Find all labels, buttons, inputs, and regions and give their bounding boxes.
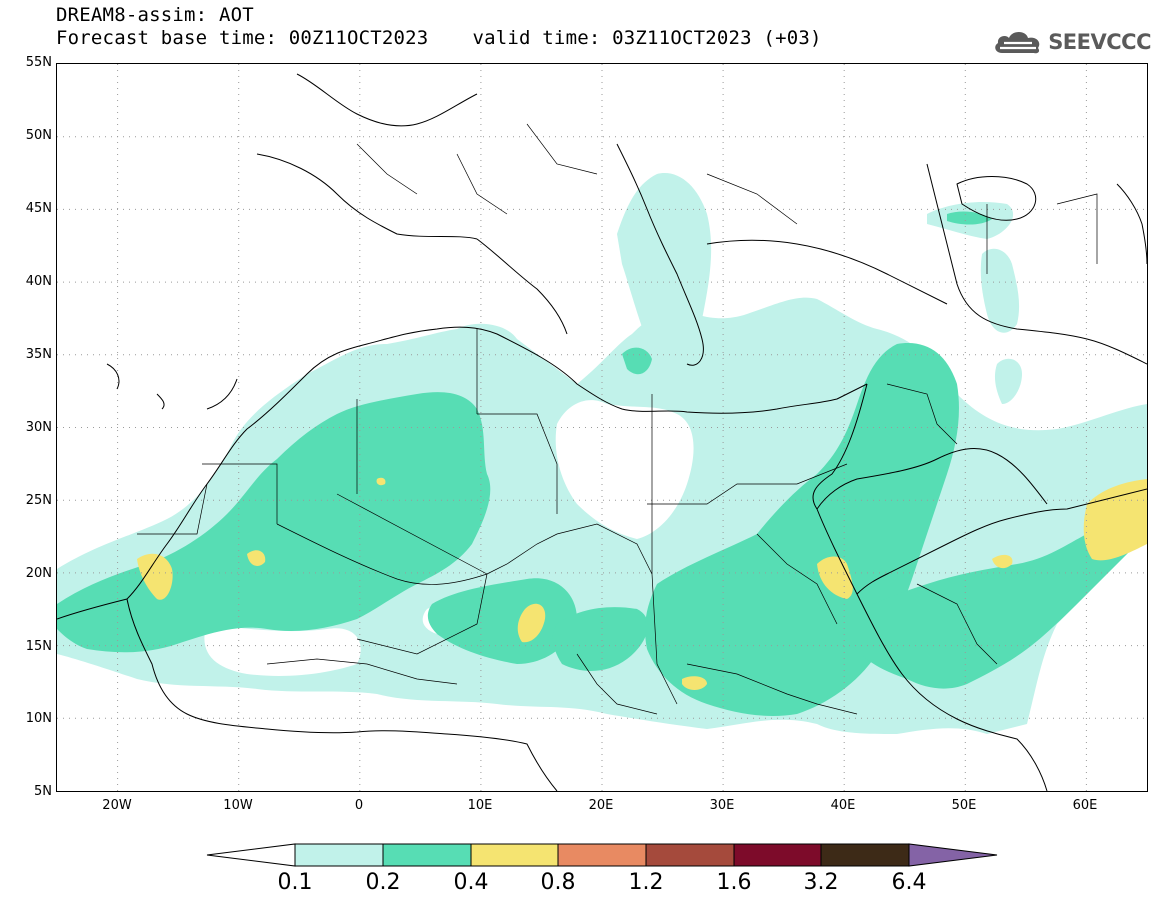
base-time: Forecast base time: 00Z11OCT2023 [56, 27, 429, 49]
lat-label: 30N [25, 420, 52, 435]
colorbar-segment [645, 843, 735, 867]
colorbar-segment [470, 843, 559, 867]
lon-label: 10E [467, 798, 493, 813]
colorbar-under-triangle [206, 843, 296, 867]
colorbar-segment [294, 843, 384, 867]
lon-label: 10W [223, 798, 253, 813]
lon-label: 20E [588, 798, 614, 813]
map-title: DREAM8-assim: AOT [56, 4, 254, 26]
lat-label: 45N [25, 201, 52, 216]
colorbar-label: 0.2 [365, 870, 401, 895]
lon-label: 0 [354, 798, 364, 813]
aot-map [57, 64, 1147, 791]
colorbar-segment [382, 843, 472, 867]
colorbar-label: 1.6 [716, 870, 752, 895]
colorbar-label: 6.4 [891, 870, 927, 895]
colorbar-label: 1.2 [628, 870, 664, 895]
lat-label: 35N [25, 347, 52, 362]
lat-label: 20N [25, 566, 52, 581]
coastlines [57, 73, 1147, 791]
colorbar-label: 0.8 [540, 870, 576, 895]
forecast-times: Forecast base time: 00Z11OCT2023 valid ti… [56, 27, 822, 49]
lon-label: 50E [951, 798, 977, 813]
valid-time: valid time: 03Z11OCT2023 (+03) [472, 27, 822, 49]
lat-label: 50N [25, 128, 52, 143]
colorbar-segment [557, 843, 647, 867]
lon-label: 40E [830, 798, 856, 813]
lat-label: 55N [25, 55, 52, 70]
seevccc-logo: SEEVCCC [992, 22, 1151, 62]
country-borders [137, 123, 1098, 715]
colorbar-label: 3.2 [803, 870, 839, 895]
cloud-icon [995, 32, 1040, 54]
lat-label: 10N [25, 711, 52, 726]
logo-text: SEEVCCC [1048, 30, 1151, 54]
colorbar-label: 0.4 [453, 870, 489, 895]
colorbar [206, 843, 998, 867]
lon-label: 20W [102, 798, 132, 813]
colorbar-over-triangle [908, 843, 998, 867]
colorbar-segment [733, 843, 822, 867]
map-area [56, 63, 1148, 792]
lat-label: 15N [25, 639, 52, 654]
colorbar-segment [820, 843, 910, 867]
lat-label: 25N [25, 493, 52, 508]
lat-label: 5N [34, 784, 52, 799]
colorbar-label: 0.1 [277, 870, 313, 895]
lon-label: 60E [1072, 798, 1098, 813]
lat-label: 40N [25, 274, 52, 289]
lon-label: 30E [709, 798, 735, 813]
